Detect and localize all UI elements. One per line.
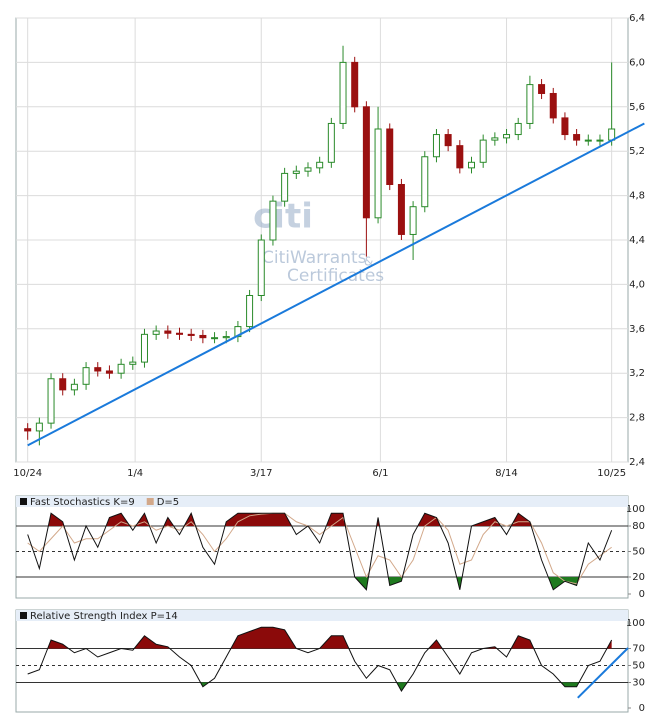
candle-body [503,134,511,139]
candle-body [432,134,440,158]
y-tick-label: 3,2 [629,368,645,379]
candle-body [152,330,160,335]
x-tick-label: 3/17 [250,468,272,479]
legend-swatch [146,498,154,505]
candle-body [573,134,581,141]
x-tick-label: 6/1 [372,468,388,479]
y-tick-label: 4,8 [629,191,645,202]
candle-body [117,363,125,374]
y-tick-label: 6,4 [629,13,645,24]
candle-body [59,378,67,391]
overbought-fill [27,627,612,649]
y-tick-label: 30 [632,678,645,689]
trend-line [577,647,629,699]
legend-swatch [20,498,27,505]
legend-label: Fast Stochastics K=9 [30,497,135,508]
y-tick-label: 100 [626,618,645,629]
y-tick-label: 0 [639,589,645,600]
candle-body [246,295,254,328]
y-tick-label: 3,6 [629,324,645,335]
y-tick-label: 70 [632,644,645,655]
y-tick-label: 50 [632,661,645,672]
x-tick-label: 10/25 [597,468,626,479]
y-tick-label: 6,0 [629,57,645,68]
panel-frame [15,609,629,713]
y-tick-label: 0 [639,703,645,714]
candle-body [316,161,324,169]
candle-body [199,334,207,339]
candle-body [538,84,546,94]
candle-body [35,422,43,432]
candle-body [257,239,265,296]
candle-body [82,367,90,385]
panel-frame [15,495,629,599]
legend-label: Relative Strength Index P=14 [30,611,178,622]
trend-line [27,122,645,447]
candle-body [140,333,148,363]
candle-body [187,333,195,336]
candle-body [164,330,172,334]
y-tick-label: 5,2 [629,146,645,157]
candle-body [526,84,534,124]
panel-header [16,610,628,621]
candle-body [491,137,499,141]
indicator-line [27,512,613,591]
y-tick-label: 50 [632,547,645,558]
panel-header [16,496,628,507]
candle-body [456,145,464,169]
candle-body [467,161,475,169]
candle-body [281,172,289,202]
indicator-line [27,512,612,585]
candle-body [514,122,522,136]
x-tick-label: 1/4 [127,468,143,479]
candle-body [596,139,604,142]
x-tick-label: 8/14 [495,468,517,479]
watermark-text: Certificates [287,266,384,286]
watermark-text: CitiWarrants [262,248,367,268]
y-tick-label: 5,6 [629,102,645,113]
candle-body [211,337,219,340]
candle-body [421,156,429,208]
candle-body [129,361,137,365]
candle-body [351,61,359,108]
y-tick-label: 80 [632,521,645,532]
candle-body [47,378,55,424]
candle-body [561,117,569,136]
candle-body [292,170,300,174]
indicator-line [27,626,613,692]
y-tick-label: 20 [632,572,645,583]
watermark-logo: citi [253,197,313,237]
candle-body [409,206,417,235]
candle-body [94,367,102,372]
oversold-fill [27,682,612,691]
candle-body [105,370,113,374]
candle-body [549,92,557,119]
candle-body [70,383,78,391]
candle-body [269,200,277,241]
y-tick-label: 2,8 [629,413,645,424]
y-tick-label: 4,4 [629,235,645,246]
candle-body [24,428,32,432]
legend-label: D=5 [157,497,179,508]
candle-body [444,134,452,147]
candle-body [362,106,370,219]
candle-body [386,128,394,185]
candle-body [479,139,487,163]
candle-body [339,61,347,124]
y-tick-label: 2,4 [629,457,645,468]
candle-body [304,167,312,172]
watermark-text: & [364,255,373,269]
candle-body [327,122,335,163]
candle-body [176,332,184,335]
candle-body [584,139,592,142]
y-tick-label: 100 [626,504,645,515]
y-tick-label: 4,0 [629,279,645,290]
overbought-fill [27,513,612,526]
candle-body [374,128,382,219]
candle-body [397,184,405,235]
candle-body [222,336,230,339]
legend-swatch [20,612,27,619]
x-tick-label: 10/24 [13,468,42,479]
